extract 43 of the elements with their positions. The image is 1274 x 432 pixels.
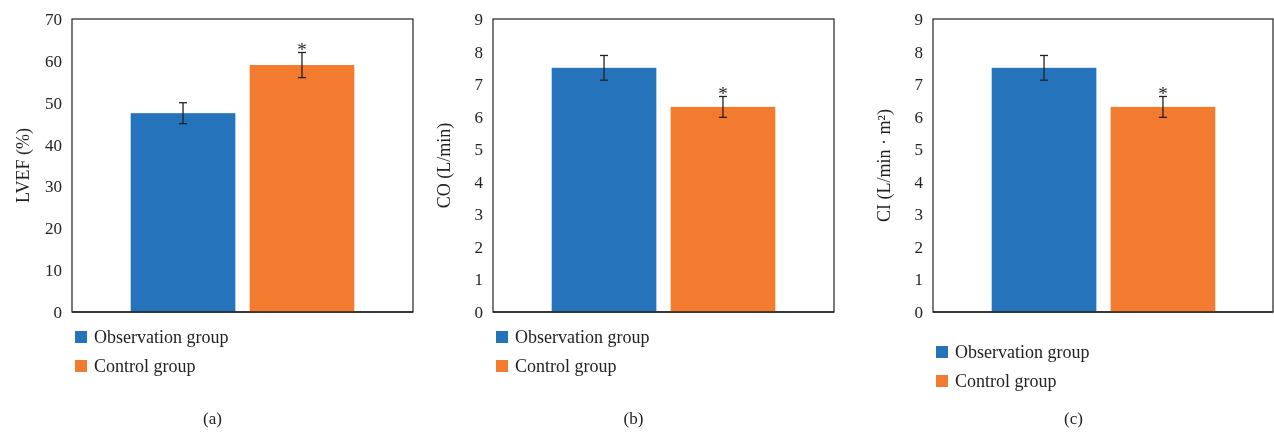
y-tick-label: 0	[53, 302, 62, 322]
annotation: *	[1158, 83, 1168, 105]
y-tick-label: 9	[914, 9, 923, 29]
y-tick-label: 5	[474, 140, 483, 160]
y-tick-label: 2	[914, 237, 923, 257]
y-tick-label: 50	[45, 93, 62, 113]
text: (a)	[203, 409, 222, 428]
y-tick-label: 4	[914, 172, 924, 192]
y-tick-label: 7	[474, 75, 484, 95]
y-tick-label: 70	[45, 9, 62, 29]
y-tick-label: 40	[45, 135, 62, 155]
y-tick-label: 0	[474, 302, 483, 322]
y-tick-label: 60	[45, 51, 62, 71]
y-tick-label: 6	[914, 107, 923, 127]
legend-label: Observation group	[94, 327, 229, 348]
legend-label: Control group	[94, 356, 196, 377]
y-axis-title: CO (L/min)	[434, 122, 455, 209]
y-tick-label: 30	[45, 177, 62, 197]
y-tick-label: 2	[474, 237, 483, 257]
y-tick-label: 3	[474, 205, 483, 225]
y-tick-label: 8	[914, 42, 923, 62]
y-tick-label: 4	[474, 172, 484, 192]
legend-label: Control group	[955, 371, 1057, 392]
y-tick-label: 0	[914, 302, 923, 322]
y-tick-label: 6	[474, 107, 483, 127]
text: (b)	[623, 409, 644, 428]
y-axis-title: LVEF (%)	[13, 128, 34, 203]
y-tick-label: 7	[914, 75, 924, 95]
legend-label: Observation group	[515, 327, 650, 348]
y-tick-label: 10	[45, 261, 62, 281]
y-tick-label: 5	[914, 140, 923, 160]
legend-label: Observation group	[955, 342, 1090, 363]
text: (c)	[1064, 409, 1083, 428]
y-tick-label: 20	[45, 219, 62, 239]
y-axis-title: CI (L/min · m²)	[874, 109, 895, 222]
y-tick-label: 8	[474, 42, 483, 62]
y-tick-label: 3	[914, 205, 923, 225]
y-tick-label: 9	[474, 9, 483, 29]
y-tick-label: 1	[474, 270, 483, 290]
legend-label: Control group	[515, 356, 617, 377]
annotation: *	[718, 83, 728, 105]
annotation: *	[297, 39, 307, 61]
y-tick-label: 1	[914, 270, 923, 290]
